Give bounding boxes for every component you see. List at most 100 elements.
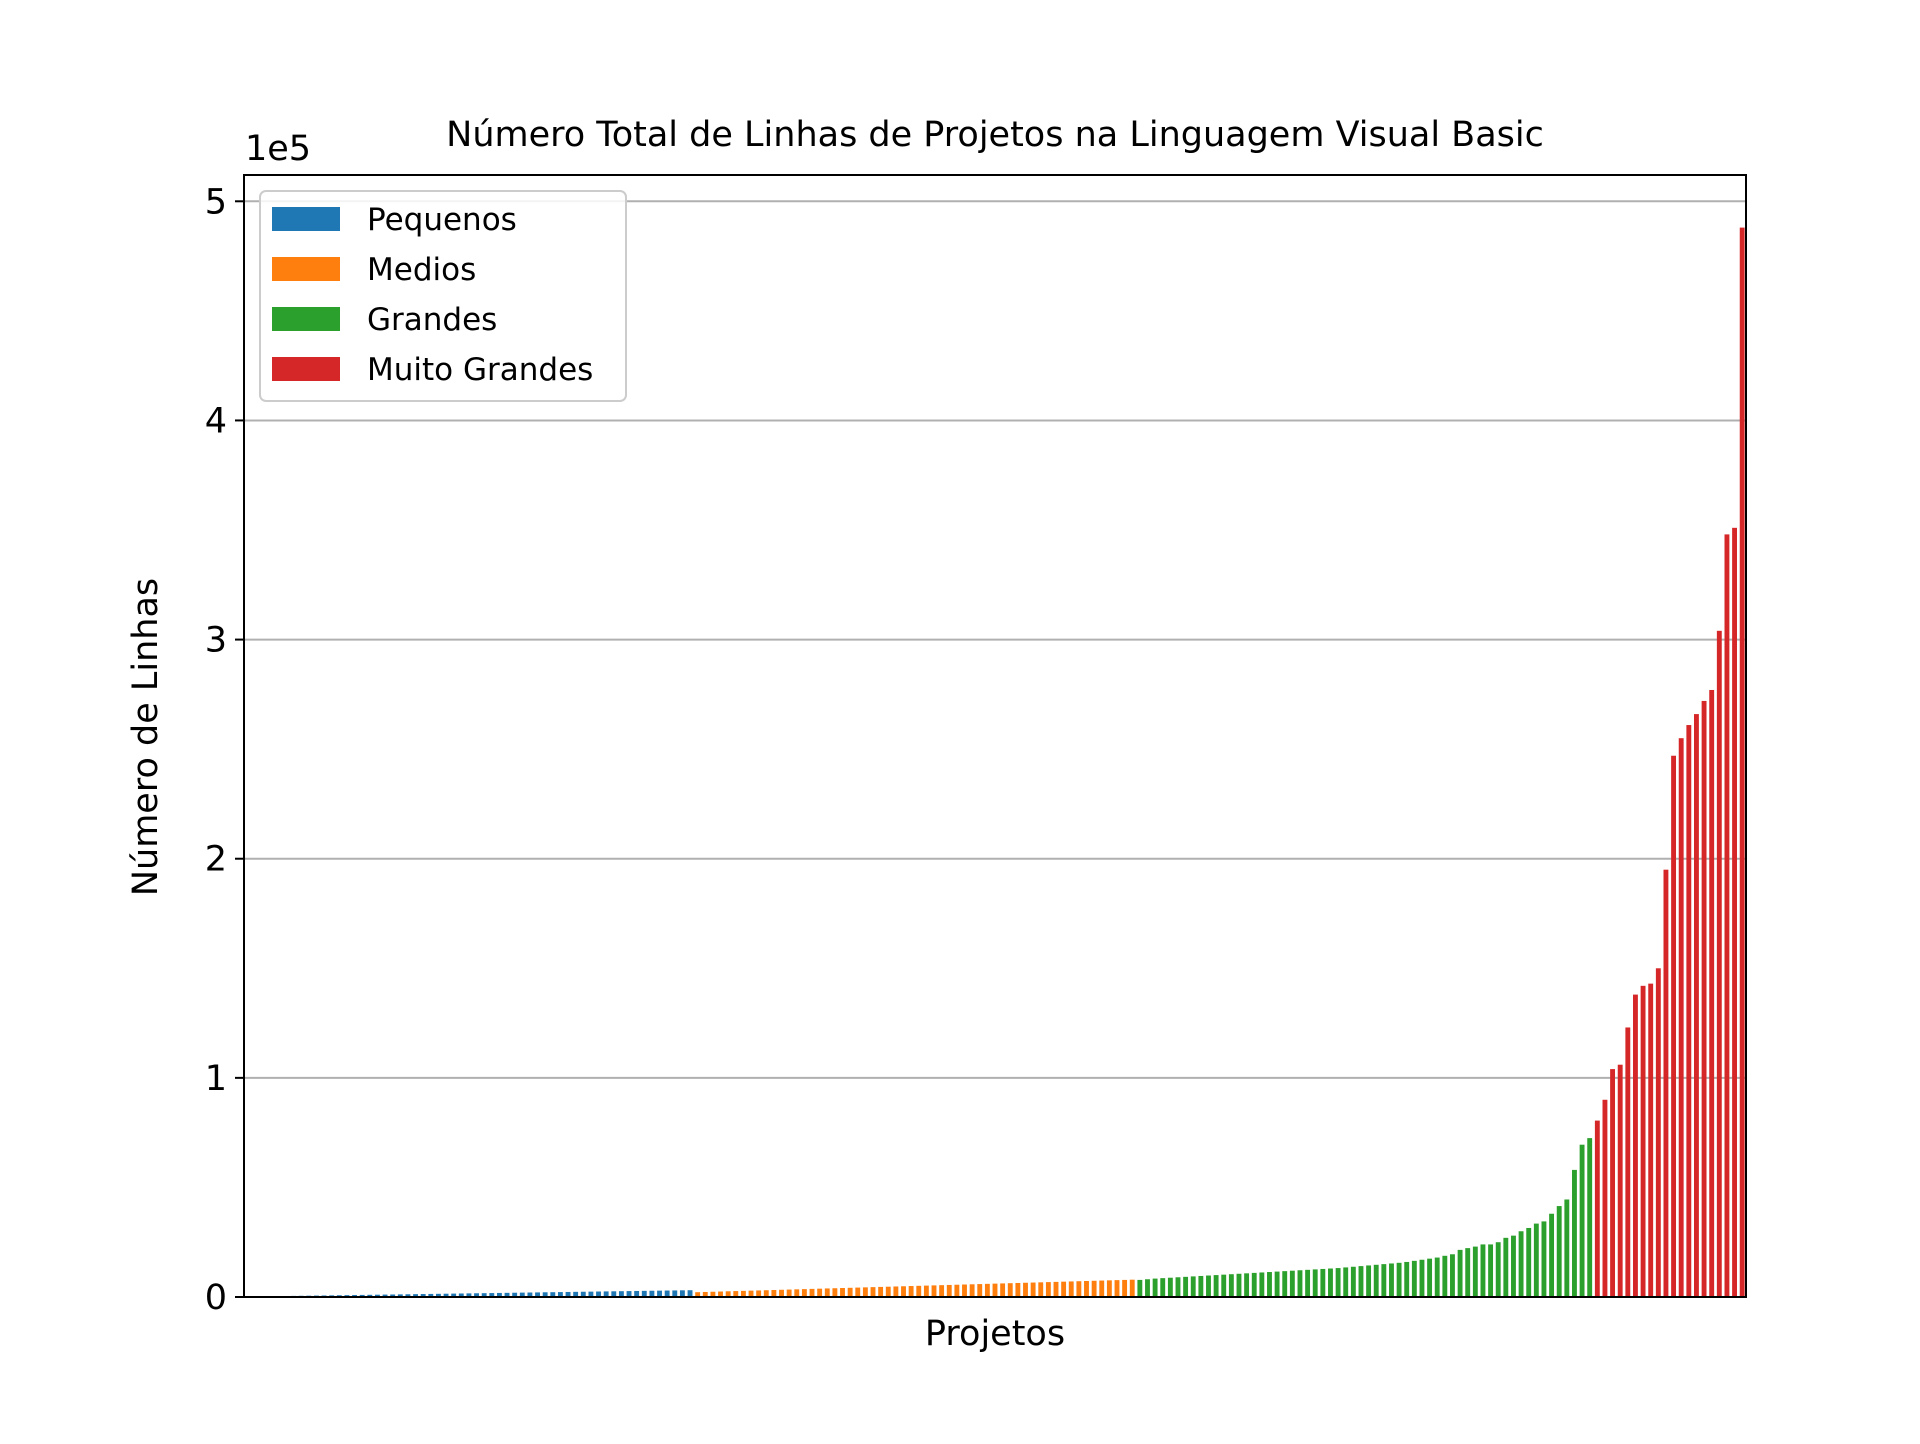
bar xyxy=(1312,1269,1318,1297)
bar xyxy=(1526,1227,1532,1297)
bar xyxy=(1114,1280,1120,1297)
bar xyxy=(1053,1281,1059,1297)
bar xyxy=(1633,994,1638,1297)
bar xyxy=(1739,227,1745,1298)
bar xyxy=(786,1289,792,1297)
bar xyxy=(794,1289,800,1297)
plot-frame xyxy=(243,174,1747,1298)
bar xyxy=(832,1288,838,1297)
legend-swatch xyxy=(272,257,340,281)
bar xyxy=(1404,1261,1410,1297)
bar xyxy=(725,1291,731,1297)
bar xyxy=(977,1284,983,1297)
legend-label: Grandes xyxy=(367,302,497,338)
bar xyxy=(1366,1265,1372,1297)
y-tick-label: 4 xyxy=(205,401,227,441)
bar xyxy=(1213,1275,1219,1297)
bar xyxy=(618,1291,624,1297)
bar xyxy=(535,1292,540,1297)
bar xyxy=(679,1290,685,1297)
bar xyxy=(1206,1275,1211,1297)
bar xyxy=(1305,1269,1311,1297)
bar xyxy=(718,1291,723,1297)
bar xyxy=(1335,1268,1341,1297)
bar xyxy=(1663,869,1669,1297)
y-axis-offset-label: 1e5 xyxy=(245,129,311,169)
bar xyxy=(1480,1244,1486,1297)
bar xyxy=(580,1291,586,1297)
bar xyxy=(1488,1244,1494,1297)
bar xyxy=(1389,1263,1394,1297)
chart-title: Número Total de Linhas de Projetos na Li… xyxy=(446,115,1544,155)
bar xyxy=(1579,1144,1585,1297)
bar xyxy=(1427,1258,1433,1297)
bar xyxy=(1472,1246,1478,1297)
bar xyxy=(481,1293,487,1297)
bar xyxy=(1328,1268,1333,1297)
bar xyxy=(451,1293,457,1297)
bar xyxy=(779,1289,784,1297)
bar xyxy=(969,1284,975,1297)
bar xyxy=(382,1294,388,1297)
bar xyxy=(1122,1279,1128,1297)
bar xyxy=(748,1290,754,1297)
bar xyxy=(1251,1272,1257,1297)
bar xyxy=(367,1294,373,1297)
bar xyxy=(931,1285,937,1297)
y-tick-label: 2 xyxy=(205,840,227,880)
bar xyxy=(1030,1282,1036,1297)
bar xyxy=(1160,1278,1166,1297)
bar xyxy=(1358,1266,1364,1297)
bar xyxy=(1678,738,1684,1297)
bar xyxy=(1099,1280,1105,1297)
bar xyxy=(1450,1254,1455,1297)
bar xyxy=(474,1293,479,1297)
bar xyxy=(1732,527,1737,1297)
bar xyxy=(1648,983,1654,1297)
bar xyxy=(1518,1231,1524,1297)
bar xyxy=(1434,1257,1440,1297)
bar xyxy=(1541,1221,1547,1297)
bar xyxy=(573,1291,579,1297)
bar xyxy=(374,1294,380,1297)
bar xyxy=(939,1285,945,1297)
legend-label: Medios xyxy=(367,252,476,288)
bar xyxy=(1716,630,1722,1297)
bar xyxy=(1495,1242,1501,1297)
bar xyxy=(756,1290,762,1297)
bar xyxy=(1533,1223,1539,1297)
bar xyxy=(870,1287,876,1297)
bar xyxy=(504,1292,510,1297)
bar xyxy=(1091,1280,1097,1297)
bar xyxy=(847,1287,853,1297)
bar xyxy=(740,1290,746,1297)
bar xyxy=(1511,1235,1516,1297)
bar xyxy=(1198,1275,1204,1297)
bar xyxy=(1221,1274,1227,1297)
bar xyxy=(1442,1255,1448,1297)
bar xyxy=(1244,1273,1250,1297)
bar xyxy=(1106,1280,1112,1297)
bar xyxy=(649,1290,655,1297)
x-axis-label: Projetos xyxy=(925,1314,1065,1354)
bar xyxy=(1015,1282,1021,1297)
bars xyxy=(245,227,1745,1298)
bar xyxy=(1129,1279,1135,1297)
bar xyxy=(1023,1282,1028,1297)
bar xyxy=(916,1285,922,1297)
bar xyxy=(489,1293,495,1297)
bar xyxy=(817,1288,823,1297)
bar xyxy=(1457,1249,1463,1297)
bar xyxy=(1343,1267,1349,1297)
bar xyxy=(1671,755,1677,1297)
bar xyxy=(687,1290,693,1297)
bar xyxy=(1602,1099,1608,1297)
bar xyxy=(771,1289,777,1297)
bar xyxy=(428,1293,434,1297)
bar xyxy=(1145,1279,1150,1297)
bar xyxy=(1183,1276,1189,1297)
bar xyxy=(962,1284,967,1297)
bar xyxy=(1686,725,1692,1297)
y-axis-label: Número de Linhas xyxy=(126,578,166,896)
